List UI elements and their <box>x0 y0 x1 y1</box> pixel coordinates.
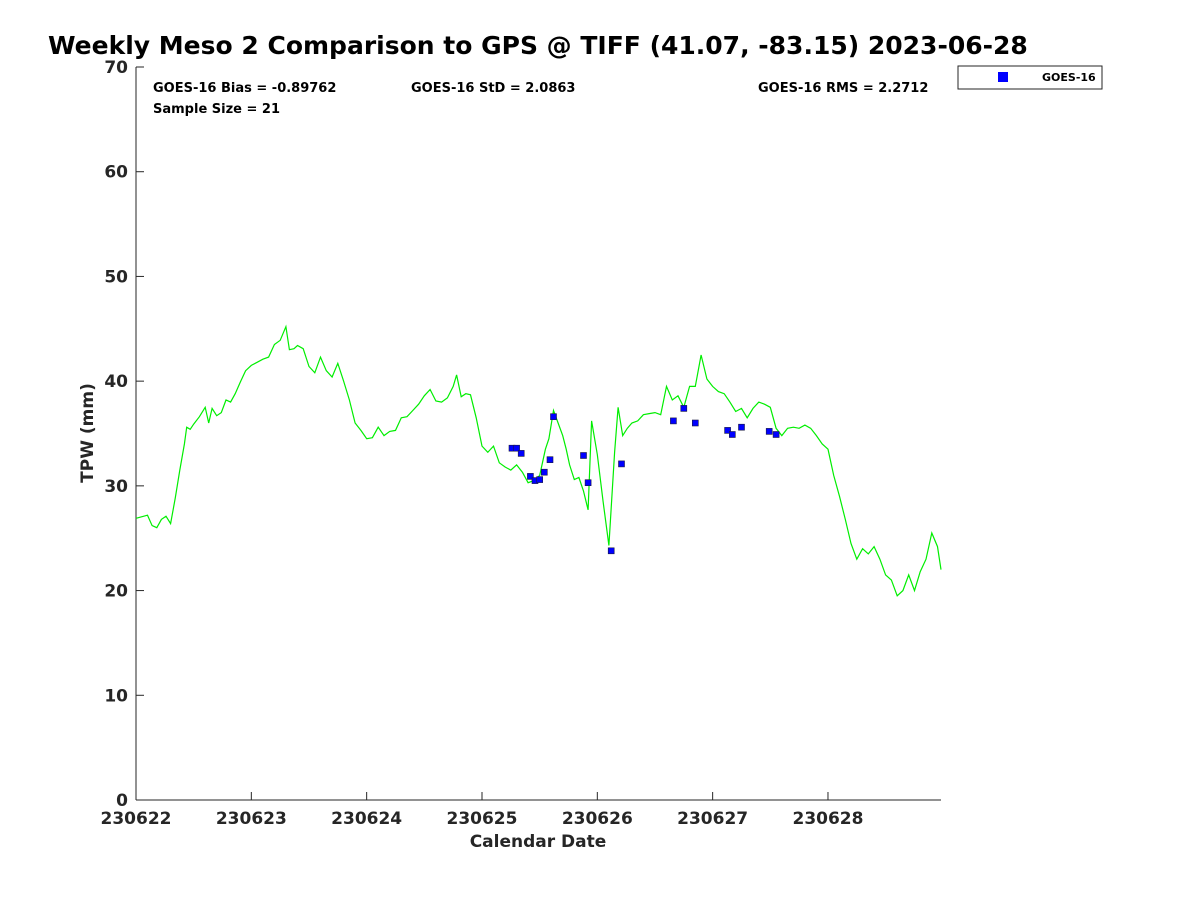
x-tick-label: 230624 <box>331 809 402 829</box>
plot-area <box>135 67 941 801</box>
x-tick-label: 230625 <box>446 809 517 829</box>
stat-bias: GOES-16 Bias = -0.89762 <box>153 81 336 96</box>
goes16-point <box>527 473 534 480</box>
y-tick-label: 30 <box>104 477 128 497</box>
y-tick-label: 20 <box>104 582 128 602</box>
stat-std: GOES-16 StD = 2.0863 <box>411 81 575 96</box>
goes16-point <box>618 460 625 468</box>
series-layer <box>135 324 942 597</box>
legend: GOES-16 <box>957 65 1103 90</box>
y-tick-label: 50 <box>104 267 128 287</box>
legend-label-goes16: GOES-16 <box>1042 71 1096 84</box>
goes16-point <box>772 431 780 438</box>
goes16-point <box>580 452 587 459</box>
stat-rms: GOES-16 RMS = 2.2712 <box>758 81 928 96</box>
chart-title: Weekly Meso 2 Comparison to GPS @ TIFF (… <box>48 31 1028 60</box>
goes16-point <box>680 405 688 412</box>
y-tick-label: 40 <box>104 372 128 392</box>
gps-tpw-line <box>135 324 942 597</box>
goes16-point <box>691 419 699 427</box>
goes16-point <box>724 427 731 434</box>
y-tick-label: 70 <box>104 58 128 78</box>
goes16-point <box>584 479 592 487</box>
goes16-point <box>550 413 557 421</box>
x-axis-label: Calendar Date <box>470 832 607 852</box>
x-tick-label: 230627 <box>677 809 748 829</box>
goes16-point <box>728 431 736 438</box>
x-tick-label: 230628 <box>792 809 863 829</box>
goes16-point <box>513 444 520 452</box>
legend-marker-goes16 <box>998 72 1008 82</box>
y-tick-label: 0 <box>116 791 128 811</box>
goes16-point <box>765 428 773 435</box>
goes16-point <box>607 547 615 555</box>
x-tick-label: 230623 <box>216 809 287 829</box>
goes16-point <box>517 450 525 457</box>
y-axis-label: TPW (mm) <box>78 383 98 483</box>
x-tick-label: 230622 <box>101 809 172 829</box>
legend-box <box>957 65 1103 90</box>
goes16-point <box>738 423 745 431</box>
x-tick-label: 230626 <box>562 809 633 829</box>
x-ticks: 230622 230623 230624 230625 230626 230627 2306… <box>101 792 863 829</box>
y-tick-label: 60 <box>104 163 128 183</box>
goes16-point <box>540 468 548 476</box>
goes16-point <box>546 456 554 464</box>
stat-sample-size: Sample Size = 21 <box>153 102 280 117</box>
goes16-point <box>536 476 544 483</box>
y-tick-label: 10 <box>104 686 128 706</box>
y-ticks: 0 10 20 30 40 50 60 70 <box>104 58 144 811</box>
goes16-point <box>670 417 677 425</box>
